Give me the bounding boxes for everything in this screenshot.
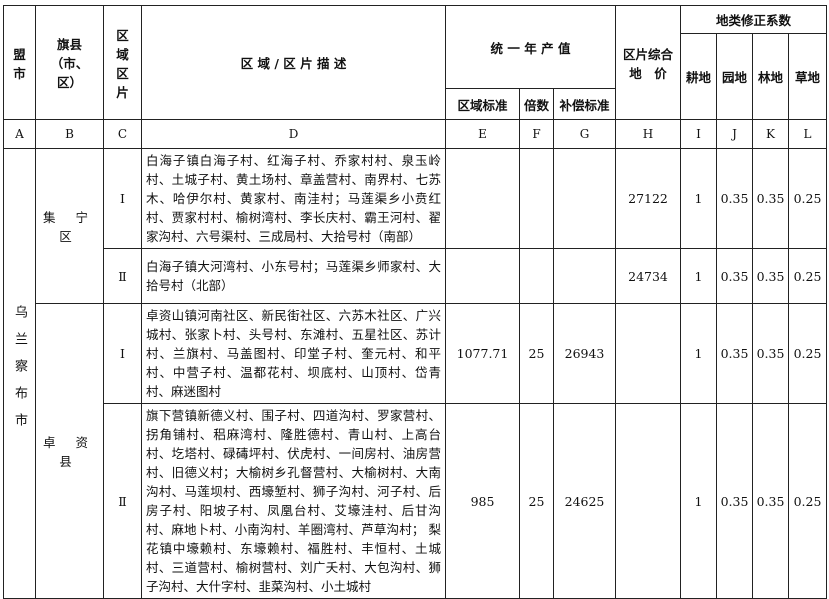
letter-g: G [552,119,617,149]
coef-forest: 0.35 [752,148,790,249]
table-row: Ⅱ 白海子镇大河湾村、小东号村；马莲渠乡师家村、大拾号村（北部） 24734 1… [4,248,828,304]
zone-cell: Ⅰ [103,303,142,404]
letter-j: J [716,119,754,149]
zone-price [615,403,682,599]
header-grass: 草地 [788,33,828,120]
table-row: 卓 资 县 Ⅰ 卓资山镇河南社区、新民街社区、六苏木社区、广兴城村、张家卜村、头… [4,303,828,599]
compensation-standard [552,248,617,304]
table-row: Ⅱ 旗下营镇新德义村、围子村、四道沟村、罗家营村、拐角铺村、稆麻湾村、隆胜德村、… [4,403,828,599]
header-correction-coefficients: 地类修正系数 [680,5,828,34]
coef-grass: 0.25 [788,248,828,304]
header-zone: 区域区片 [103,5,142,120]
zone-cell: Ⅱ [103,403,142,599]
letter-f: F [519,119,554,149]
coef-grass: 0.25 [788,148,828,249]
letter-a: A [3,119,36,149]
area-standard: 985 [445,403,520,599]
letter-k: K [752,119,790,149]
zone-cell: Ⅰ [103,148,142,249]
multiple [519,248,554,304]
header-annual-output: 统 一 年 产 值 [444,5,617,89]
compensation-standard: 24625 [552,403,617,599]
header-arable: 耕地 [680,33,718,120]
coef-arable: 1 [680,303,718,404]
multiple: 25 [519,403,554,599]
letter-l: L [788,119,828,149]
zone-price [615,303,682,404]
letter-h: H [615,119,682,149]
header-multiple: 倍数 [519,88,554,120]
coef-garden: 0.35 [716,148,754,249]
header-description: 区 域 / 区 片 描 述 [141,5,446,120]
zone-cell: Ⅱ [103,248,142,304]
multiple [519,148,554,249]
zone-description: 白海子镇白海子村、红海子村、乔家村村、泉玉岭村、土城子村、黄土场村、章盖营村、南… [141,148,446,249]
multiple: 25 [519,303,554,404]
compensation-standard: 26943 [552,303,617,404]
coef-arable: 1 [680,148,718,249]
zone-description: 白海子镇大河湾村、小东号村；马莲渠乡师家村、大拾号村（北部） [141,248,446,304]
header-compensation-standard: 补偿标准 [552,88,617,120]
table-row: 乌兰察布市 集 宁 区 Ⅰ 白海子镇白海子村、红海子村、乔家村村、泉玉岭村、土城… [3,148,828,599]
header-forest: 林地 [752,33,790,120]
coef-grass: 0.25 [788,303,828,404]
zone-price: 27122 [615,148,682,249]
letter-c: C [103,119,142,149]
letter-d: D [141,119,446,149]
coef-forest: 0.35 [752,403,790,599]
area-standard [445,248,520,304]
header-area-standard: 区域标准 [445,88,520,120]
letter-i: I [680,119,718,149]
coef-forest: 0.35 [752,248,790,304]
letter-b: B [35,119,104,149]
zone-price: 24734 [615,248,682,304]
compensation-standard [552,148,617,249]
land-price-table: 盟市 旗县（市、区） 区域区片 区 域 / 区 片 描 述 统 一 年 产 值 … [3,5,828,599]
county-name: 集 宁 区 [35,148,104,304]
coef-garden: 0.35 [716,403,754,599]
coef-arable: 1 [680,248,718,304]
coef-forest: 0.35 [752,303,790,404]
header-zone-price: 区片综合地 价 [615,5,682,120]
coef-arable: 1 [680,403,718,599]
county-name: 卓 资 县 [35,303,104,599]
coef-grass: 0.25 [788,403,828,599]
coef-garden: 0.35 [716,248,754,304]
area-standard: 1077.71 [445,303,520,404]
city-cell: 乌兰察布市 [3,148,36,599]
header-county: 旗县（市、区） [35,5,104,120]
header-city: 盟市 [3,5,36,120]
letter-row: A B C D E F G H I J K L [3,119,828,149]
coef-garden: 0.35 [716,303,754,404]
letter-e: E [445,119,520,149]
area-standard [445,148,520,249]
zone-description: 旗下营镇新德义村、围子村、四道沟村、罗家营村、拐角铺村、稆麻湾村、隆胜德村、青山… [141,403,446,599]
header-garden: 园地 [716,33,754,120]
zone-description: 卓资山镇河南社区、新民街社区、六苏木社区、广兴城村、张家卜村、头号村、东滩村、五… [141,303,446,404]
city-name: 乌兰察布市 [12,304,27,440]
